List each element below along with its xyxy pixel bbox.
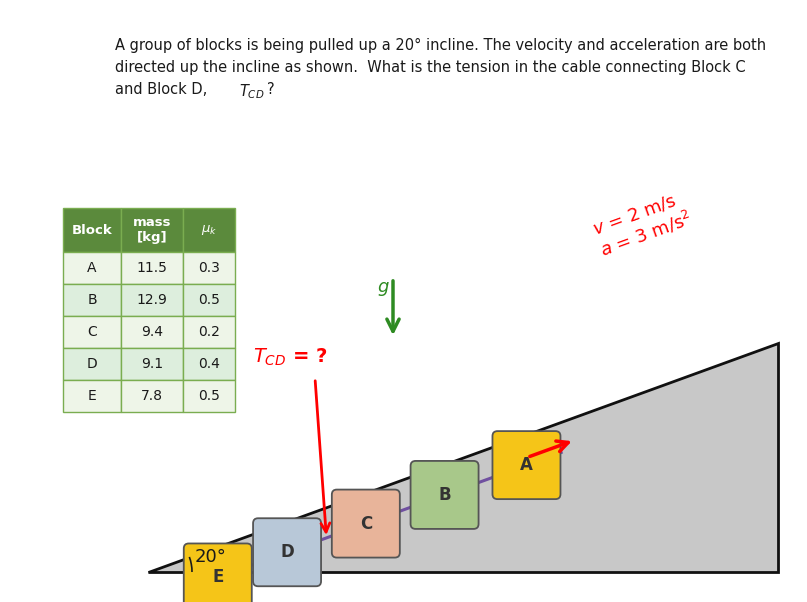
Text: C: C: [360, 515, 372, 533]
Bar: [183, 284, 235, 316]
Text: 9.1: 9.1: [141, 357, 163, 371]
Text: 0.5: 0.5: [198, 389, 220, 403]
Text: A: A: [520, 456, 533, 474]
Text: $a$ = 3 m/s$^2$: $a$ = 3 m/s$^2$: [597, 207, 695, 260]
Text: 9.4: 9.4: [141, 325, 163, 339]
Text: $T_{CD}$: $T_{CD}$: [239, 82, 265, 101]
Text: D: D: [86, 357, 98, 371]
FancyBboxPatch shape: [184, 544, 252, 602]
Bar: [63, 348, 121, 380]
FancyBboxPatch shape: [253, 518, 321, 586]
Bar: [63, 316, 121, 348]
Bar: [183, 380, 235, 412]
Bar: [121, 252, 183, 284]
Text: Block: Block: [72, 223, 112, 237]
Bar: [183, 208, 235, 252]
Text: mass
[kg]: mass [kg]: [132, 216, 171, 244]
Text: $\mu_k$: $\mu_k$: [201, 223, 217, 237]
Bar: [183, 252, 235, 284]
Text: 0.5: 0.5: [198, 293, 220, 307]
Bar: [121, 284, 183, 316]
Bar: [63, 284, 121, 316]
Text: A: A: [87, 261, 97, 275]
Text: 11.5: 11.5: [136, 261, 167, 275]
Bar: [121, 208, 183, 252]
Bar: [121, 348, 183, 380]
Bar: [121, 380, 183, 412]
Text: ?: ?: [267, 82, 274, 97]
Text: 12.9: 12.9: [136, 293, 167, 307]
Text: E: E: [212, 568, 224, 586]
Text: C: C: [87, 325, 97, 339]
Bar: [63, 208, 121, 252]
Bar: [183, 348, 235, 380]
Text: $g$: $g$: [377, 280, 390, 298]
Bar: [121, 316, 183, 348]
Bar: [63, 252, 121, 284]
Bar: [183, 316, 235, 348]
Text: $T_{CD}$ = ?: $T_{CD}$ = ?: [253, 346, 328, 368]
FancyBboxPatch shape: [332, 489, 399, 557]
Text: B: B: [438, 486, 451, 504]
Text: 0.3: 0.3: [198, 261, 220, 275]
Text: 0.2: 0.2: [198, 325, 220, 339]
Text: A group of blocks is being pulled up a 20° incline. The velocity and acceleratio: A group of blocks is being pulled up a 2…: [115, 38, 766, 53]
Text: directed up the incline as shown.  What is the tension in the cable connecting B: directed up the incline as shown. What i…: [115, 60, 746, 75]
Text: B: B: [87, 293, 97, 307]
Text: and Block D,: and Block D,: [115, 82, 212, 97]
Text: 0.4: 0.4: [198, 357, 220, 371]
FancyBboxPatch shape: [411, 461, 479, 529]
Text: 20°: 20°: [195, 548, 227, 566]
Text: D: D: [280, 543, 294, 561]
Bar: [63, 380, 121, 412]
FancyBboxPatch shape: [492, 431, 561, 499]
Polygon shape: [148, 343, 778, 572]
Text: 7.8: 7.8: [141, 389, 163, 403]
Text: E: E: [88, 389, 96, 403]
Text: $v$ = 2 m/s: $v$ = 2 m/s: [590, 191, 679, 238]
